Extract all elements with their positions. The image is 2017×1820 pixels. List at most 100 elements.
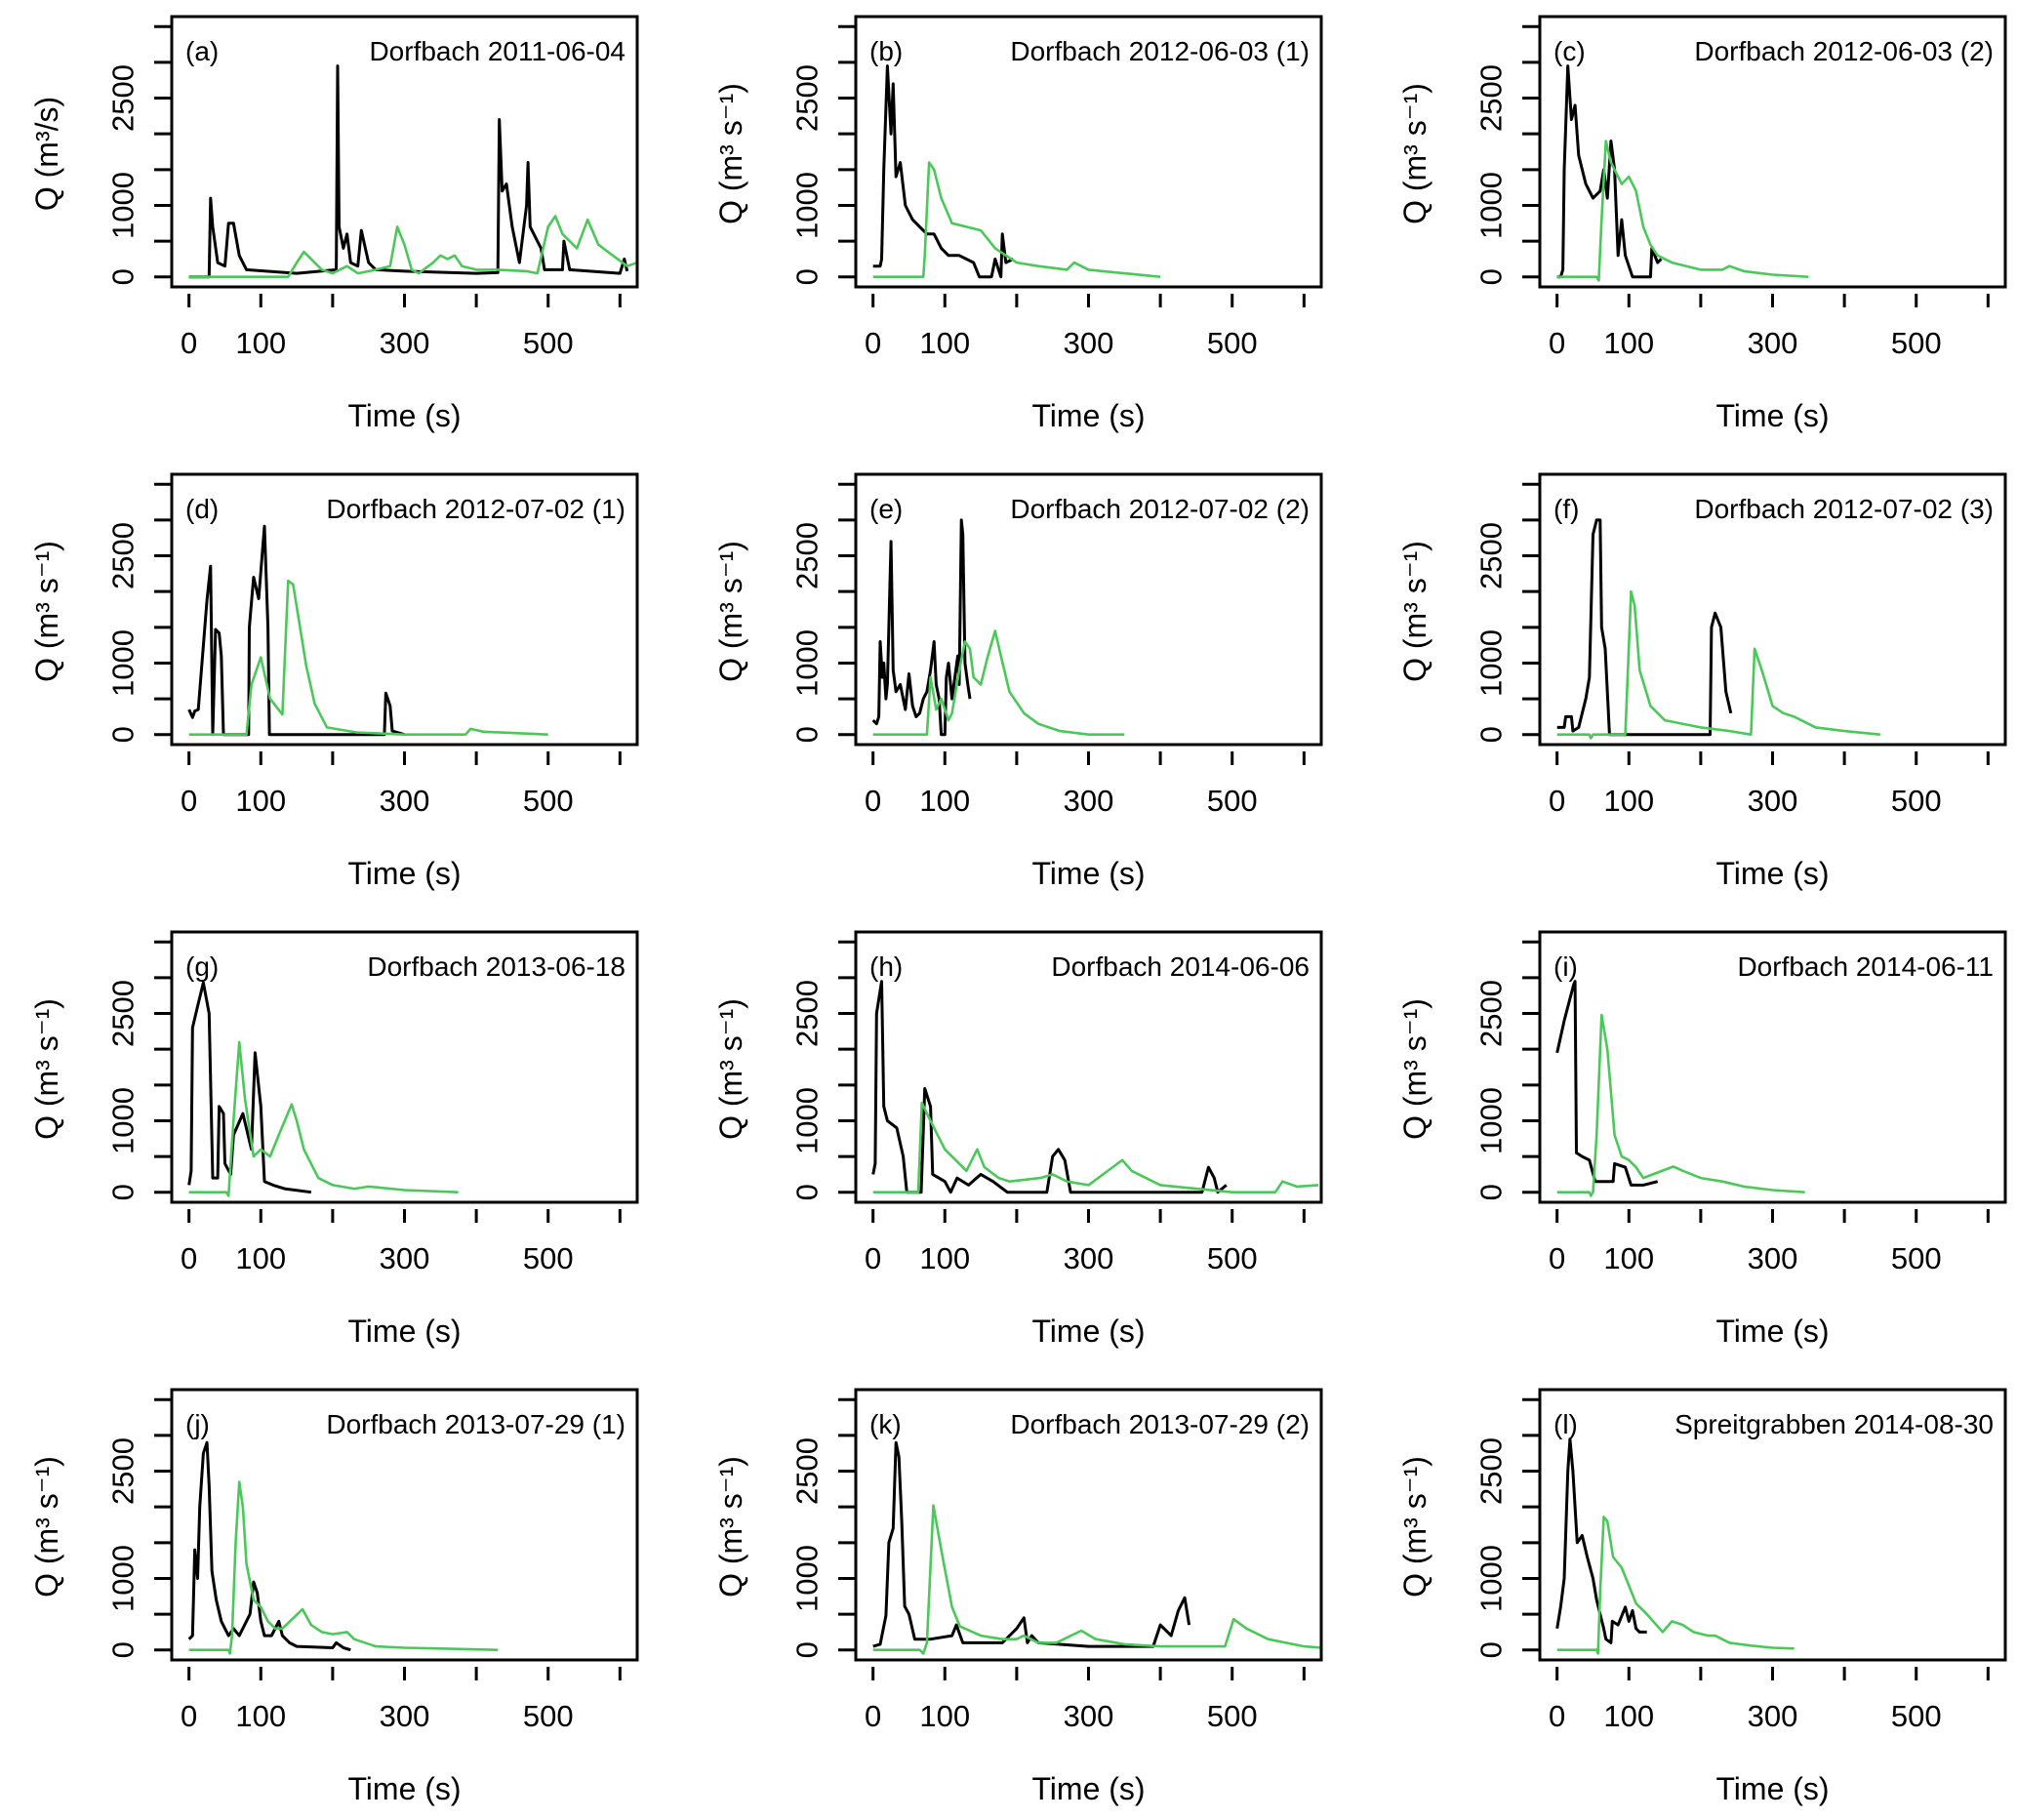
x-tick-label: 500 <box>1891 326 1942 360</box>
series-line-green <box>188 1480 499 1655</box>
y-tick-label: 2500 <box>1474 980 1509 1047</box>
y-tick-label: 2500 <box>106 64 141 132</box>
x-tick-label: 100 <box>235 326 286 360</box>
y-axis-title: Q (m³ s⁻¹) <box>713 998 748 1140</box>
x-tick-label: 0 <box>1549 326 1565 360</box>
x-tick-label: 0 <box>865 784 881 818</box>
panel-label: (e) <box>869 494 903 524</box>
y-axis-title: Q (m³ s⁻¹) <box>1397 998 1432 1140</box>
y-tick-label: 2500 <box>790 1437 825 1505</box>
panel-a: 0 1000 2500 0 100 300 500 Time (s) Q (m³/s) (a) Do… <box>29 15 639 433</box>
x-axis-title: Time (s) <box>1715 1314 1829 1349</box>
x-tick-label: 500 <box>523 1699 574 1733</box>
series-line-black <box>187 981 311 1194</box>
y-axis-title: Q (m³ s⁻¹) <box>1397 83 1432 224</box>
y-tick-label: 0 <box>1474 1184 1509 1200</box>
y-tick-label: 2500 <box>790 522 825 589</box>
x-axis-title: Time (s) <box>347 856 461 891</box>
x-tick-label: 100 <box>1603 1699 1654 1733</box>
x-tick-label: 0 <box>181 784 197 818</box>
y-axis-title: Q (m³ s⁻¹) <box>1397 541 1432 682</box>
y-tick-label: 0 <box>1474 1641 1509 1658</box>
x-tick-label: 100 <box>235 784 286 818</box>
x-tick-label: 500 <box>1207 1241 1258 1275</box>
y-tick-label: 1000 <box>106 1545 141 1612</box>
panel-d: 0 1000 2500 0 100 300 500 Time (s) Q (m³ s⁻¹) (d)… <box>29 472 639 891</box>
panel-title: Dorfbach 2013-07-29 (2) <box>1010 1409 1310 1439</box>
x-tick-label: 300 <box>1064 784 1114 818</box>
x-tick-label: 300 <box>1748 326 1798 360</box>
panel-label: (f) <box>1553 494 1579 524</box>
y-tick-label: 0 <box>106 1184 141 1200</box>
panel-title: Dorfbach 2012-06-03 (2) <box>1694 36 1994 66</box>
x-tick-label: 100 <box>919 1241 970 1275</box>
plot-frame <box>854 1388 1323 1662</box>
y-tick-label: 0 <box>106 268 141 285</box>
panel-k: 0 1000 2500 0 100 300 500 Time (s) Q (m³ s⁻¹) (k)… <box>713 1388 1323 1806</box>
x-tick-label: 0 <box>181 1699 197 1733</box>
x-tick-label: 500 <box>523 1241 574 1275</box>
y-tick-label: 2500 <box>106 1437 141 1505</box>
plot-frame <box>170 472 639 747</box>
x-tick-label: 500 <box>1891 1241 1942 1275</box>
y-tick-label: 1000 <box>1474 1087 1509 1154</box>
x-tick-label: 500 <box>1207 326 1258 360</box>
panel-title: Dorfbach 2014-06-06 <box>1051 951 1310 982</box>
series-line-black <box>872 1440 1191 1648</box>
panel-title: Dorfbach 2013-07-29 (1) <box>326 1409 625 1439</box>
panel-h: 0 1000 2500 0 100 300 500 Time (s) Q (m³ s⁻¹) (h)… <box>713 930 1323 1349</box>
y-tick-label: 1000 <box>106 629 141 697</box>
y-tick-label: 0 <box>790 268 825 285</box>
y-axis-title: Q (m³ s⁻¹) <box>29 541 64 682</box>
y-tick-label: 1000 <box>1474 172 1509 239</box>
x-tick-label: 500 <box>1891 784 1942 818</box>
x-tick-label: 500 <box>523 784 574 818</box>
y-tick-label: 1000 <box>790 629 825 697</box>
x-tick-label: 300 <box>380 326 430 360</box>
plot-frame <box>1538 472 2007 747</box>
panel-label: (b) <box>869 36 903 66</box>
x-tick-label: 300 <box>1748 1241 1798 1275</box>
y-tick-label: 0 <box>1474 268 1509 285</box>
x-tick-label: 500 <box>523 326 574 360</box>
x-tick-label: 300 <box>380 1699 430 1733</box>
panel-title: Dorfbach 2012-07-02 (3) <box>1694 494 1994 524</box>
x-tick-label: 100 <box>919 326 970 360</box>
panel-c: 0 1000 2500 0 100 300 500 Time (s) Q (m³ s⁻¹) (c)… <box>1397 15 2007 433</box>
y-axis-title: Q (m³ s⁻¹) <box>29 998 64 1140</box>
x-axis-title: Time (s) <box>1031 856 1145 891</box>
x-tick-label: 100 <box>919 1699 970 1733</box>
plot-frame <box>1538 15 2007 289</box>
series-line-black <box>1556 518 1733 737</box>
y-tick-label: 1000 <box>1474 1545 1509 1612</box>
panel-label: (i) <box>1553 951 1578 982</box>
series-line-green <box>1556 589 1881 740</box>
panel-g: 0 1000 2500 0 100 300 500 Time (s) Q (m³ s⁻¹) (g)… <box>29 930 639 1349</box>
series-line-green <box>872 629 1125 737</box>
x-tick-label: 0 <box>1549 784 1565 818</box>
y-axis-title: Q (m³ s⁻¹) <box>713 83 748 224</box>
y-tick-label: 2500 <box>790 980 825 1047</box>
plot-frame <box>854 15 1323 289</box>
panel-l: 0 1000 2500 0 100 300 500 Time (s) Q (m³ s⁻¹) (l)… <box>1397 1388 2007 1806</box>
series-line-black <box>187 1440 351 1652</box>
x-tick-label: 500 <box>1207 1699 1258 1733</box>
y-tick-label: 1000 <box>790 172 825 239</box>
y-tick-label: 2500 <box>106 980 141 1047</box>
x-tick-label: 100 <box>919 784 970 818</box>
plot-frame <box>170 15 639 289</box>
x-axis-title: Time (s) <box>1715 1771 1829 1806</box>
y-tick-label: 1000 <box>106 172 141 239</box>
series-line-green <box>872 161 1161 279</box>
series-line-green <box>188 215 638 279</box>
x-tick-label: 100 <box>1603 326 1654 360</box>
x-tick-label: 500 <box>1207 784 1258 818</box>
panel-label: (l) <box>1553 1409 1578 1439</box>
x-tick-label: 300 <box>1748 784 1798 818</box>
x-tick-label: 0 <box>181 326 197 360</box>
y-axis-title: Q (m³ s⁻¹) <box>713 1456 748 1598</box>
panel-label: (a) <box>185 36 219 66</box>
x-tick-label: 100 <box>235 1241 286 1275</box>
series-line-black <box>1555 980 1659 1187</box>
